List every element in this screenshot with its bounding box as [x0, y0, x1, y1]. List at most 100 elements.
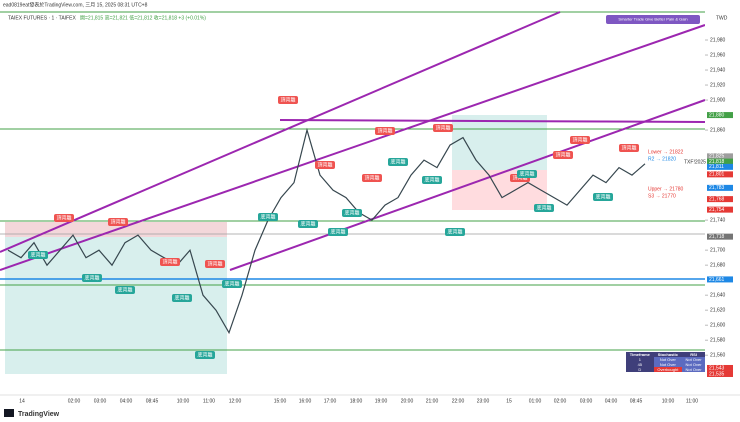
indicator-badge — [606, 15, 700, 24]
currency: TWD — [716, 15, 728, 21]
price-tag — [707, 364, 733, 371]
signal-top — [205, 260, 225, 268]
y-tick-label: 21,980 — [710, 37, 726, 43]
signal-top-label: 頂背離 — [572, 136, 587, 143]
x-tick-label: 14 — [19, 398, 25, 404]
price-tag-label: 21,661 — [709, 277, 725, 283]
y-tick-label: 21,680 — [710, 262, 726, 268]
signal-bottom — [593, 193, 613, 201]
x-tick-label: 15:00 — [274, 398, 287, 404]
ohlc: 開=21,815 高=21,821 低=21,812 收=21,818 +3 (… — [80, 14, 206, 21]
signal-top — [108, 218, 128, 226]
signal-bottom — [445, 228, 465, 236]
signal-bottom — [517, 170, 537, 178]
y-tick-label: 21,580 — [710, 338, 726, 344]
price-tag — [707, 112, 733, 119]
signal-bottom-label: 底背離 — [447, 228, 462, 235]
signal-bottom — [328, 228, 348, 236]
price-tag-label: 21,801 — [709, 172, 725, 178]
x-tick-label: 11:00 — [203, 398, 215, 404]
signal-bottom-label: 底背離 — [344, 209, 359, 216]
trend-line — [0, 24, 706, 271]
contract-label: TXF!2025 — [684, 159, 706, 165]
signal-bottom-label: 底背離 — [197, 351, 212, 358]
table-cell: RSI — [690, 352, 697, 357]
signal-top — [160, 258, 180, 266]
x-tick-label: 08:45 — [630, 398, 643, 404]
x-tick-label: 01:00 — [529, 398, 542, 404]
signal-bottom-label: 底背離 — [424, 176, 439, 183]
y-tick-label: 21,960 — [710, 52, 726, 58]
x-tick-label: 18:00 — [350, 398, 363, 404]
y-tick-label: 21,940 — [710, 67, 726, 73]
x-tick-label: 22:00 — [452, 398, 465, 404]
y-tick-label: 21,620 — [710, 308, 726, 314]
table-row: 1 Not Over Not Over — [626, 357, 705, 362]
signal-top-label: 頂背離 — [364, 174, 379, 181]
signal-bottom — [342, 209, 362, 217]
y-tick-label: 21,560 — [710, 353, 726, 359]
signal-top — [619, 144, 639, 152]
price-tag-label: 21,718 — [709, 234, 725, 240]
pivot-label: Upper → 21780 — [648, 186, 684, 192]
x-tick-label: 10:00 — [177, 398, 190, 404]
signal-top-label: 頂背離 — [110, 218, 125, 225]
signal-top-label: 頂背離 — [162, 258, 177, 265]
signal-bottom-label: 底背離 — [117, 286, 132, 293]
signal-bottom — [222, 280, 242, 288]
publisher: ead0819eat發表於TradingView.com, 三月 15, 202… — [3, 1, 148, 8]
price-tag-label: 21,754 — [709, 207, 725, 213]
x-tick-label: 02:00 — [68, 398, 81, 404]
y-tick-label: 21,640 — [710, 293, 726, 299]
trend-line — [279, 119, 706, 123]
signal-bottom — [388, 158, 408, 166]
signal-bottom-label: 底背離 — [330, 228, 345, 235]
price-tag-label: 21,543 — [709, 365, 725, 371]
x-tick-label: 11:00 — [686, 398, 698, 404]
signal-bottom-label: 底背離 — [224, 280, 239, 287]
price-tag-label: 21,818 — [709, 159, 725, 165]
table: Timeframe Stochastic RSI 1 Not Over Not Over 4… — [626, 352, 705, 372]
price-tag — [707, 171, 733, 178]
signal-bottom-label: 底背離 — [84, 274, 99, 281]
pivot-label: R2 → 21820 — [648, 156, 676, 162]
signal-top-label: 頂背離 — [280, 96, 295, 103]
x-tick-label: 17:00 — [324, 398, 337, 404]
x-tick-label: 03:00 — [94, 398, 107, 404]
price-tag — [707, 276, 733, 283]
price-tag-label: 21,535 — [709, 371, 725, 377]
signal-bottom-label: 底背離 — [595, 193, 610, 200]
x-tick-label: 08:45 — [146, 398, 159, 404]
signal-bottom — [534, 204, 554, 212]
price-tag — [707, 184, 733, 191]
x-tick-label: 04:00 — [605, 398, 618, 404]
table-cell: 1 — [638, 357, 641, 362]
signal-top-label: 頂背離 — [555, 151, 570, 158]
x-tick-label: 16:00 — [299, 398, 312, 404]
table-cell: D — [638, 367, 642, 372]
signal-bottom-label: 底背離 — [390, 158, 405, 165]
x-tick-label: 12:00 — [229, 398, 242, 404]
signal-top — [54, 214, 74, 222]
signal-top-label: 頂背離 — [207, 260, 222, 267]
table-row: D Overbought Not Over — [626, 367, 705, 372]
price-tag-label: 21,825 — [709, 154, 725, 160]
x-tick-label: 20:00 — [401, 398, 414, 404]
signal-bottom — [258, 213, 278, 221]
pivot-label: Lower → 21822 — [648, 149, 684, 155]
price-line — [7, 127, 646, 335]
signal-bottom-label: 底背離 — [174, 294, 189, 301]
signal-bottom — [82, 274, 102, 282]
x-tick-label: 15 — [506, 398, 512, 404]
signal-top — [553, 151, 573, 159]
pivot-label: S3 → 21770 — [648, 193, 676, 199]
price-tag — [707, 370, 733, 377]
price-tag-label: 21,783 — [709, 185, 725, 191]
brand: TradingView — [18, 411, 60, 418]
price-tag — [707, 153, 733, 160]
zone-green — [452, 115, 547, 170]
table-row: 45 Not Over Not Over — [626, 362, 705, 367]
table-row: Timeframe Stochastic RSI — [626, 352, 705, 357]
